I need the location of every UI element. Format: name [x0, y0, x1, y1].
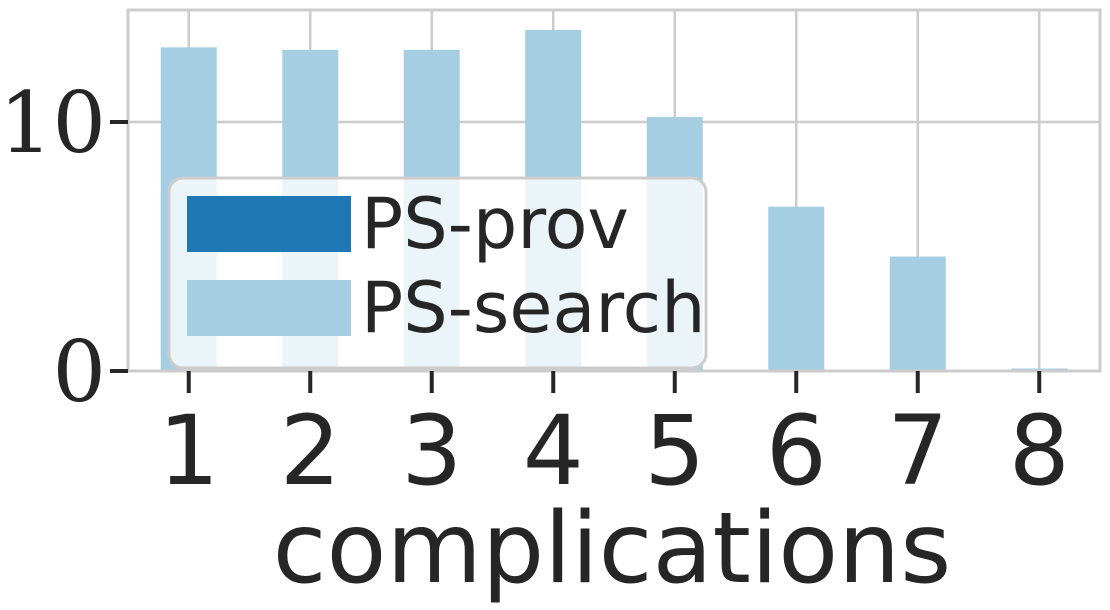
x-tick-label: 8 [1009, 395, 1070, 507]
y-tick-label: 10 [0, 74, 106, 172]
x-tick-label: 1 [158, 395, 219, 507]
bar-ps-search-6 [768, 206, 825, 371]
x-tick-label: 6 [766, 395, 827, 507]
axes-layer [126, 8, 1102, 373]
legend-swatch-ps-prov [187, 196, 351, 252]
x-axis-title: complications [273, 492, 952, 606]
legend-swatch-ps-search [187, 280, 351, 336]
y-tick-label: 0 [53, 323, 106, 421]
ticks-layer: 1 2 3 4 5 6 7 8 0 10 [0, 74, 1070, 507]
x-tick-label: 7 [887, 395, 948, 507]
x-tick-label: 2 [280, 395, 341, 507]
x-tick-label: 5 [644, 395, 705, 507]
legend-label-ps-prov: PS-prov [361, 183, 629, 265]
plot-frame [126, 8, 1102, 373]
legend-label-ps-search: PS-search [361, 267, 705, 349]
bar-ps-search-7 [889, 256, 946, 371]
x-tick-label: 4 [523, 395, 584, 507]
x-tick-label: 3 [401, 395, 462, 507]
